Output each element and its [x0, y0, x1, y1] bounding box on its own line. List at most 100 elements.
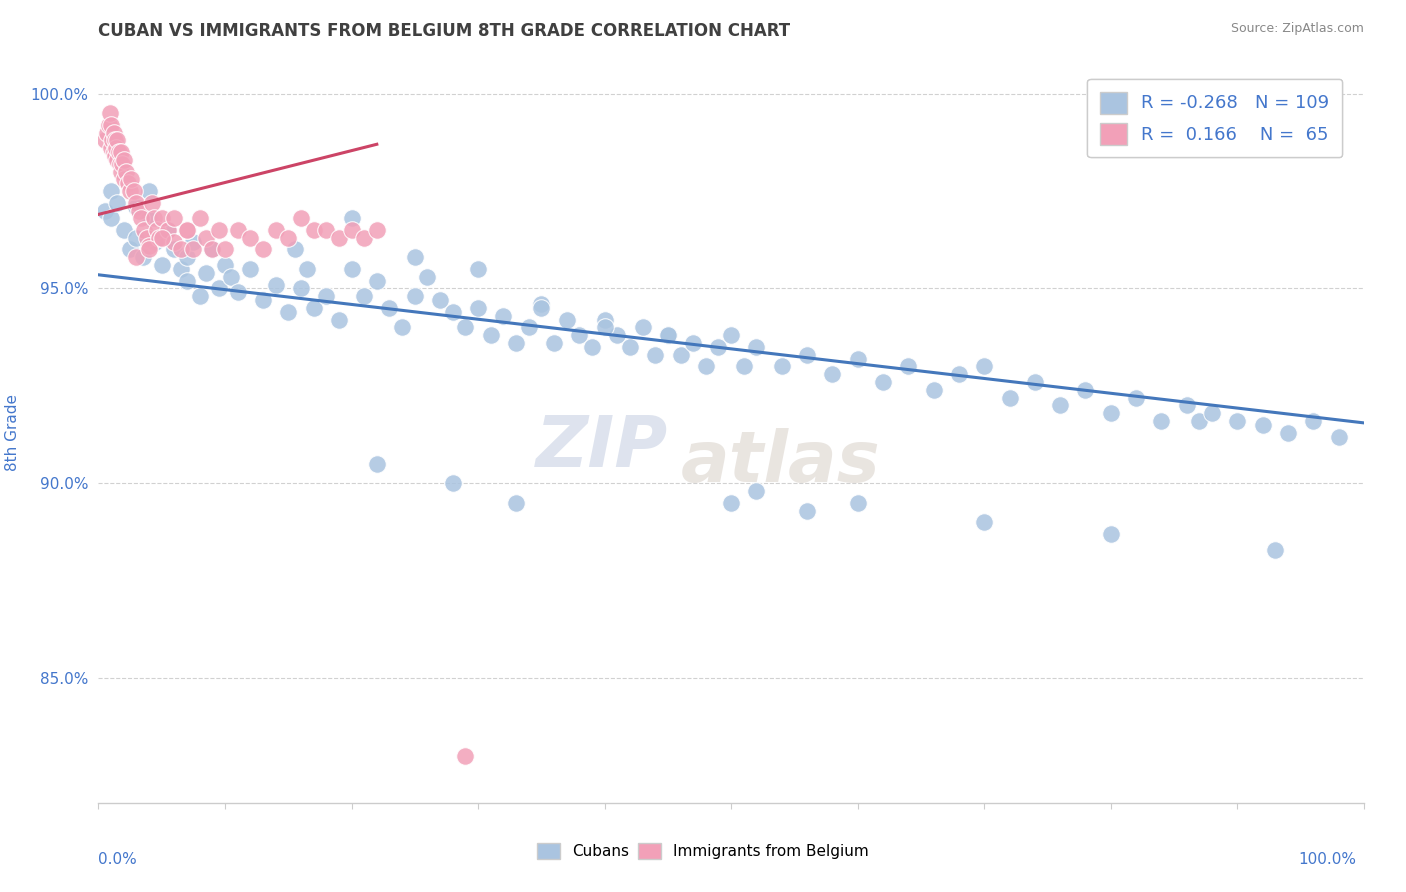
Point — [682, 336, 704, 351]
Point — [492, 309, 515, 323]
Point — [429, 293, 451, 307]
Point — [973, 515, 995, 529]
Point — [150, 258, 173, 272]
Point — [593, 312, 616, 326]
Point — [302, 301, 325, 315]
Point — [150, 211, 173, 226]
Point — [104, 149, 127, 163]
Point — [290, 211, 312, 226]
Point — [112, 172, 135, 186]
Point — [107, 195, 129, 210]
Point — [112, 153, 135, 167]
Text: ZIP: ZIP — [536, 413, 668, 482]
Point — [555, 312, 578, 326]
Point — [108, 157, 131, 171]
Point — [467, 301, 489, 315]
Point — [657, 328, 679, 343]
Point — [128, 203, 150, 218]
Point — [145, 223, 167, 237]
Point — [720, 328, 742, 343]
Point — [120, 243, 141, 257]
Point — [103, 145, 125, 159]
Point — [1327, 429, 1350, 443]
Point — [315, 289, 337, 303]
Point — [745, 484, 768, 499]
Point — [125, 231, 148, 245]
Point — [1175, 398, 1198, 412]
Point — [872, 375, 894, 389]
Point — [157, 223, 180, 237]
Point — [707, 340, 730, 354]
Point — [183, 235, 205, 249]
Point — [208, 223, 231, 237]
Point — [163, 235, 186, 249]
Point — [340, 211, 363, 226]
Point — [1251, 417, 1274, 432]
Point — [169, 262, 191, 277]
Point — [297, 262, 319, 277]
Point — [998, 391, 1021, 405]
Point — [505, 336, 527, 351]
Point — [188, 211, 211, 226]
Point — [366, 457, 388, 471]
Point — [290, 281, 312, 295]
Point — [226, 285, 249, 300]
Point — [366, 274, 388, 288]
Point — [922, 383, 945, 397]
Point — [239, 231, 262, 245]
Point — [631, 320, 654, 334]
Point — [353, 231, 375, 245]
Point — [201, 243, 224, 257]
Point — [1074, 383, 1097, 397]
Point — [163, 243, 186, 257]
Point — [745, 340, 768, 354]
Point — [530, 297, 553, 311]
Point — [1264, 542, 1286, 557]
Legend: Cubans, Immigrants from Belgium: Cubans, Immigrants from Belgium — [529, 835, 877, 866]
Point — [441, 476, 464, 491]
Text: 100.0%: 100.0% — [1299, 852, 1357, 867]
Point — [104, 133, 127, 147]
Point — [107, 153, 129, 167]
Point — [669, 348, 692, 362]
Point — [391, 320, 413, 334]
Point — [169, 243, 191, 257]
Point — [479, 328, 502, 343]
Point — [821, 367, 844, 381]
Point — [103, 126, 125, 140]
Point — [695, 359, 717, 374]
Point — [593, 320, 616, 334]
Point — [148, 231, 170, 245]
Point — [353, 289, 375, 303]
Point — [328, 231, 350, 245]
Point — [619, 340, 641, 354]
Point — [96, 126, 118, 140]
Point — [277, 305, 299, 319]
Point — [131, 211, 153, 226]
Point — [176, 223, 198, 237]
Point — [1201, 406, 1223, 420]
Point — [143, 211, 166, 226]
Y-axis label: 8th Grade: 8th Grade — [4, 394, 20, 471]
Text: Source: ZipAtlas.com: Source: ZipAtlas.com — [1230, 22, 1364, 36]
Point — [328, 312, 350, 326]
Point — [846, 496, 869, 510]
Point — [264, 223, 287, 237]
Point — [132, 223, 155, 237]
Point — [315, 223, 337, 237]
Point — [176, 250, 198, 264]
Point — [416, 269, 439, 284]
Point — [194, 231, 218, 245]
Point — [194, 266, 218, 280]
Point — [125, 200, 148, 214]
Point — [720, 496, 742, 510]
Point — [1099, 527, 1122, 541]
Point — [115, 164, 138, 178]
Point — [378, 301, 401, 315]
Point — [145, 235, 166, 249]
Point — [120, 184, 141, 198]
Point — [733, 359, 755, 374]
Point — [214, 258, 236, 272]
Point — [404, 250, 426, 264]
Point — [1188, 414, 1211, 428]
